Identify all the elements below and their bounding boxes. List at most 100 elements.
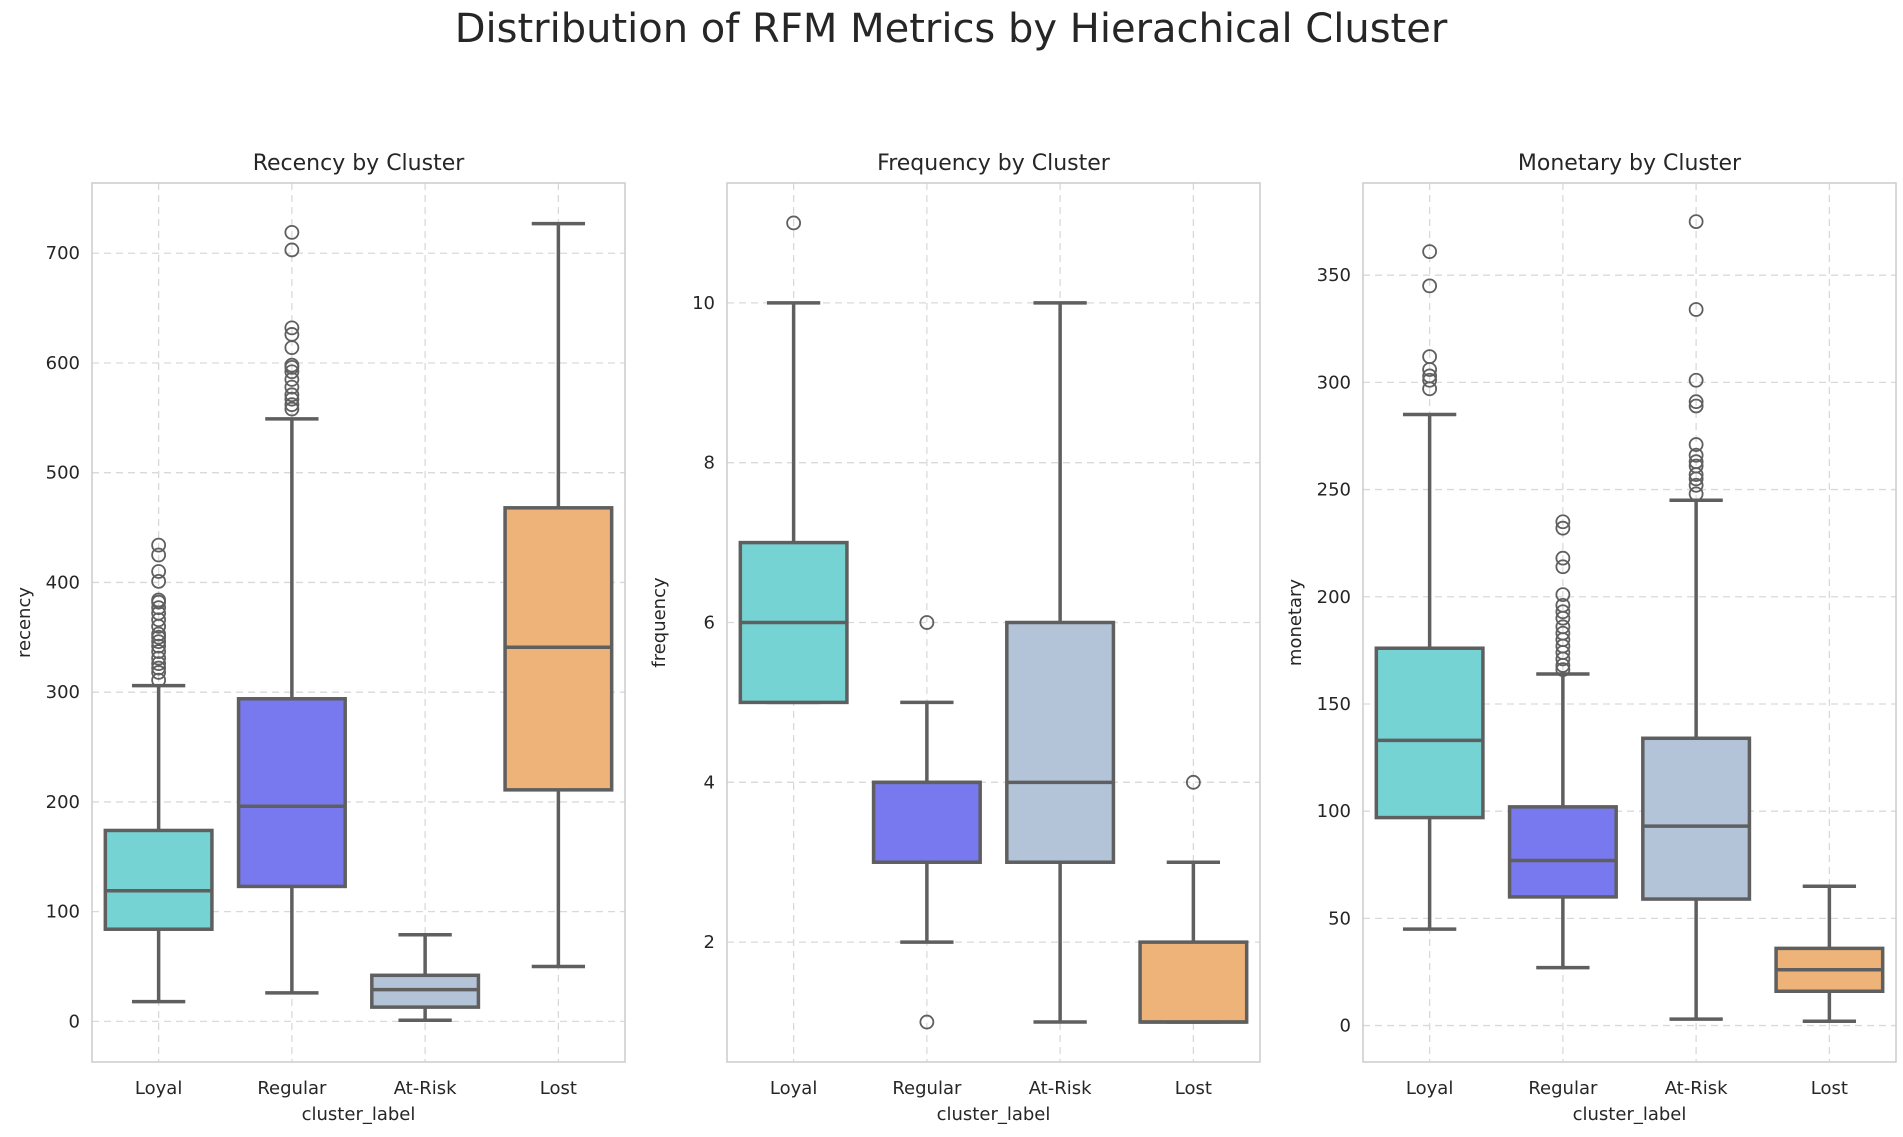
y-tick-label: 50 xyxy=(1328,908,1351,929)
x-tick-label: At-Risk xyxy=(1029,1078,1092,1099)
y-tick-label: 200 xyxy=(46,792,80,813)
iqr-box xyxy=(1374,646,1485,820)
outlier-point xyxy=(151,600,167,616)
outlier-point xyxy=(151,660,167,676)
outlier-point xyxy=(1555,597,1571,613)
box-lost xyxy=(1774,884,1885,1024)
x-tick-label: At-Risk xyxy=(1665,1078,1728,1099)
outlier-point xyxy=(284,320,300,336)
outlier-point xyxy=(284,357,300,373)
x-axis-label: cluster_label xyxy=(302,1104,416,1125)
outlier-point xyxy=(1422,244,1438,260)
outlier-point xyxy=(1555,587,1571,603)
outlier-point xyxy=(151,612,167,628)
outlier-point xyxy=(1555,520,1571,536)
outlier-point xyxy=(151,644,167,659)
y-tick-label: 2 xyxy=(704,932,715,953)
outlier-point xyxy=(151,537,167,553)
outlier-point xyxy=(1688,398,1704,414)
iqr-box xyxy=(1641,736,1752,901)
x-tick-label: Regular xyxy=(892,1078,962,1099)
box-lost xyxy=(1138,774,1249,1024)
outlier-point xyxy=(151,656,167,672)
y-tick-label: 350 xyxy=(1317,265,1351,286)
y-tick-label: 100 xyxy=(1317,801,1351,822)
panel-monetary: 0 50 100 150 200 250 300 350 Loyal Regular At-Risk… xyxy=(1285,151,1897,1125)
outlier-point xyxy=(284,364,300,380)
iqr-box xyxy=(1507,805,1618,899)
box-lost xyxy=(503,221,614,969)
outlier-point xyxy=(1688,302,1704,317)
outlier-point xyxy=(1555,619,1571,635)
y-axis-label: monetary xyxy=(1285,579,1306,667)
outlier-point xyxy=(1422,349,1438,365)
y-tick-label: 200 xyxy=(1317,587,1351,608)
outlier-point xyxy=(1555,662,1571,678)
outlier-point xyxy=(151,672,167,688)
y-tick-label: 600 xyxy=(46,353,80,374)
outlier-point xyxy=(919,615,935,630)
x-tick-label: At-Risk xyxy=(394,1078,457,1099)
outlier-point xyxy=(284,401,300,417)
iqr-box xyxy=(1005,620,1116,864)
outlier-point xyxy=(1555,625,1571,641)
plot-frame xyxy=(91,182,626,1063)
box-loyal xyxy=(103,537,214,1004)
outlier-point xyxy=(1555,559,1571,575)
outlier-point xyxy=(284,242,300,258)
panel-frequency: 2 4 6 8 10 Loyal Regular At-Risk Lost cluster_lab… xyxy=(649,151,1261,1125)
y-tick-label: 300 xyxy=(46,682,80,703)
y-tick-label: 150 xyxy=(1317,694,1351,715)
x-tick-label: Loyal xyxy=(1406,1078,1453,1099)
x-tick-label: Lost xyxy=(540,1078,577,1099)
outlier-point xyxy=(151,650,167,666)
y-tick-label: 100 xyxy=(46,902,80,923)
x-axis-label: cluster_label xyxy=(937,1104,1051,1125)
y-tick-label: 250 xyxy=(1317,480,1351,501)
plot-frame xyxy=(726,182,1261,1063)
outlier-point xyxy=(151,634,167,650)
outlier-point xyxy=(1688,394,1704,410)
iqr-box xyxy=(103,828,214,931)
outlier-point xyxy=(1422,368,1438,384)
y-tick-label: 10 xyxy=(692,293,715,314)
y-tick-label: 4 xyxy=(704,772,715,793)
outlier-point xyxy=(1688,447,1704,463)
outlier-point xyxy=(151,665,167,680)
figure-suptitle: Distribution of RFM Metrics by Hierachic… xyxy=(455,6,1448,52)
y-tick-label: 300 xyxy=(1317,372,1351,393)
outlier-point xyxy=(1422,372,1438,388)
y-tick-label: 6 xyxy=(704,613,715,634)
x-axis-label: cluster_label xyxy=(1573,1104,1687,1125)
outlier-point xyxy=(1555,550,1571,566)
box-regular xyxy=(1507,514,1618,970)
outlier-point xyxy=(1422,278,1438,294)
outlier-point xyxy=(1185,774,1201,790)
x-tick-label: Loyal xyxy=(770,1078,817,1099)
iqr-box xyxy=(1138,940,1249,1024)
y-tick-label: 500 xyxy=(46,463,80,484)
x-tick-label: Regular xyxy=(257,1078,327,1099)
box-at-risk xyxy=(1641,214,1752,1021)
y-tick-label: 400 xyxy=(46,572,80,593)
outlier-point xyxy=(786,215,802,231)
box-loyal xyxy=(1374,244,1485,931)
y-axis-label: recency xyxy=(14,587,35,658)
x-tick-label: Loyal xyxy=(135,1078,182,1099)
y-tick-label: 8 xyxy=(704,453,715,474)
box-at-risk xyxy=(370,932,481,1023)
outlier-point xyxy=(1688,454,1704,470)
panel-title: Frequency by Cluster xyxy=(877,151,1111,176)
outlier-point xyxy=(284,327,300,342)
iqr-box xyxy=(871,780,982,864)
y-axis-label: frequency xyxy=(649,577,670,668)
outlier-point xyxy=(1555,604,1571,620)
outlier-point xyxy=(151,638,167,654)
outlier-point xyxy=(151,573,167,589)
x-tick-label: Lost xyxy=(1175,1078,1212,1099)
outlier-point xyxy=(1688,486,1704,502)
box-regular xyxy=(236,224,347,995)
outlier-point xyxy=(151,592,167,608)
